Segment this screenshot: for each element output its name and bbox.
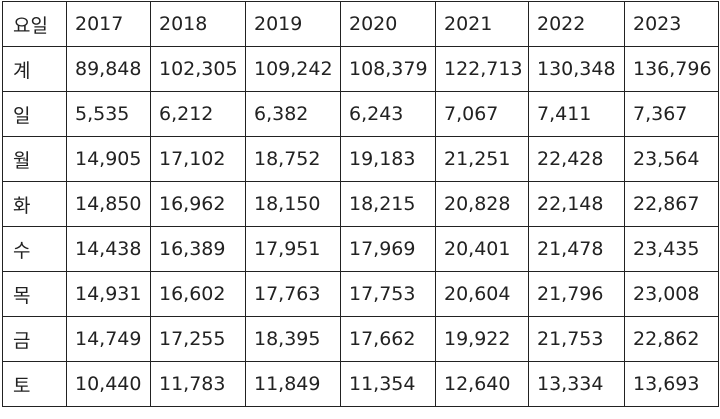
- table-cell: 5,535: [66, 91, 151, 137]
- row-label: 월: [2, 136, 67, 182]
- table-cell: 19,183: [340, 136, 436, 182]
- table-cell: 20,401: [435, 226, 529, 272]
- table-cell: 13,334: [528, 361, 625, 407]
- row-label: 금: [2, 316, 67, 362]
- table-cell: 11,783: [150, 361, 246, 407]
- table-cell: 18,395: [245, 316, 341, 362]
- data-table: 요일 2017 2018 2019 2020 2021 2022 2023 계 89,848 102…: [2, 1, 719, 407]
- table-row: 계 89,848 102,305 109,242 108,379 122,713 130,3…: [2, 46, 719, 92]
- table-cell: 16,602: [150, 271, 246, 317]
- table-cell: 20,828: [435, 181, 529, 227]
- table-cell: 130,348: [528, 46, 625, 92]
- table-row: 월 14,905 17,102 18,752 19,183 21,251 22,428 23,…: [2, 136, 719, 182]
- table-cell: 6,212: [150, 91, 246, 137]
- table-cell: 136,796: [624, 46, 719, 92]
- table-cell: 19,922: [435, 316, 529, 362]
- header-cell: 2019: [245, 1, 341, 47]
- row-label: 토: [2, 361, 67, 407]
- table-cell: 18,752: [245, 136, 341, 182]
- table-cell: 23,564: [624, 136, 719, 182]
- table-cell: 14,438: [66, 226, 151, 272]
- header-cell: 요일: [2, 1, 67, 47]
- table-cell: 14,749: [66, 316, 151, 362]
- header-cell: 2021: [435, 1, 529, 47]
- row-label: 목: [2, 271, 67, 317]
- table-cell: 102,305: [150, 46, 246, 92]
- table-cell: 21,753: [528, 316, 625, 362]
- table-cell: 23,435: [624, 226, 719, 272]
- table-row: 일 5,535 6,212 6,382 6,243 7,067 7,411 7,367: [2, 91, 719, 137]
- table-cell: 12,640: [435, 361, 529, 407]
- row-label: 계: [2, 46, 67, 92]
- table-cell: 21,478: [528, 226, 625, 272]
- table-cell: 17,969: [340, 226, 436, 272]
- header-cell: 2023: [624, 1, 719, 47]
- table-row: 토 10,440 11,783 11,849 11,354 12,640 13,334 13,…: [2, 361, 719, 407]
- table-cell: 13,693: [624, 361, 719, 407]
- table-cell: 17,763: [245, 271, 341, 317]
- header-row: 요일 2017 2018 2019 2020 2021 2022 2023: [2, 1, 719, 47]
- table-cell: 17,662: [340, 316, 436, 362]
- row-label: 일: [2, 91, 67, 137]
- table-cell: 16,389: [150, 226, 246, 272]
- table-cell: 23,008: [624, 271, 719, 317]
- table-cell: 22,148: [528, 181, 625, 227]
- header-cell: 2017: [66, 1, 151, 47]
- table-cell: 21,796: [528, 271, 625, 317]
- table-cell: 122,713: [435, 46, 529, 92]
- table-body: 요일 2017 2018 2019 2020 2021 2022 2023 계 89,848 102…: [2, 1, 719, 407]
- table-cell: 17,753: [340, 271, 436, 317]
- table-cell: 20,604: [435, 271, 529, 317]
- table-cell: 11,849: [245, 361, 341, 407]
- table-cell: 17,951: [245, 226, 341, 272]
- table-row: 금 14,749 17,255 18,395 17,662 19,922 21,753 22,…: [2, 316, 719, 362]
- table-row: 목 14,931 16,602 17,763 17,753 20,604 21,796 23,…: [2, 271, 719, 317]
- table-cell: 89,848: [66, 46, 151, 92]
- table-cell: 11,354: [340, 361, 436, 407]
- row-label: 수: [2, 226, 67, 272]
- table-cell: 16,962: [150, 181, 246, 227]
- table-cell: 7,067: [435, 91, 529, 137]
- table-cell: 22,867: [624, 181, 719, 227]
- table-cell: 17,255: [150, 316, 246, 362]
- table-cell: 14,905: [66, 136, 151, 182]
- table-row: 수 14,438 16,389 17,951 17,969 20,401 21,478 23,…: [2, 226, 719, 272]
- table-cell: 7,367: [624, 91, 719, 137]
- table-cell: 22,428: [528, 136, 625, 182]
- table-cell: 18,150: [245, 181, 341, 227]
- header-cell: 2022: [528, 1, 625, 47]
- table-cell: 14,850: [66, 181, 151, 227]
- table-cell: 21,251: [435, 136, 529, 182]
- table-cell: 10,440: [66, 361, 151, 407]
- table-row: 화 14,850 16,962 18,150 18,215 20,828 22,148 22,…: [2, 181, 719, 227]
- table-cell: 14,931: [66, 271, 151, 317]
- header-cell: 2020: [340, 1, 436, 47]
- header-cell: 2018: [150, 1, 246, 47]
- table-cell: 18,215: [340, 181, 436, 227]
- table-cell: 17,102: [150, 136, 246, 182]
- row-label: 화: [2, 181, 67, 227]
- table-cell: 6,382: [245, 91, 341, 137]
- table-cell: 6,243: [340, 91, 436, 137]
- table-cell: 22,862: [624, 316, 719, 362]
- table-cell: 108,379: [340, 46, 436, 92]
- table-cell: 109,242: [245, 46, 341, 92]
- table-cell: 7,411: [528, 91, 625, 137]
